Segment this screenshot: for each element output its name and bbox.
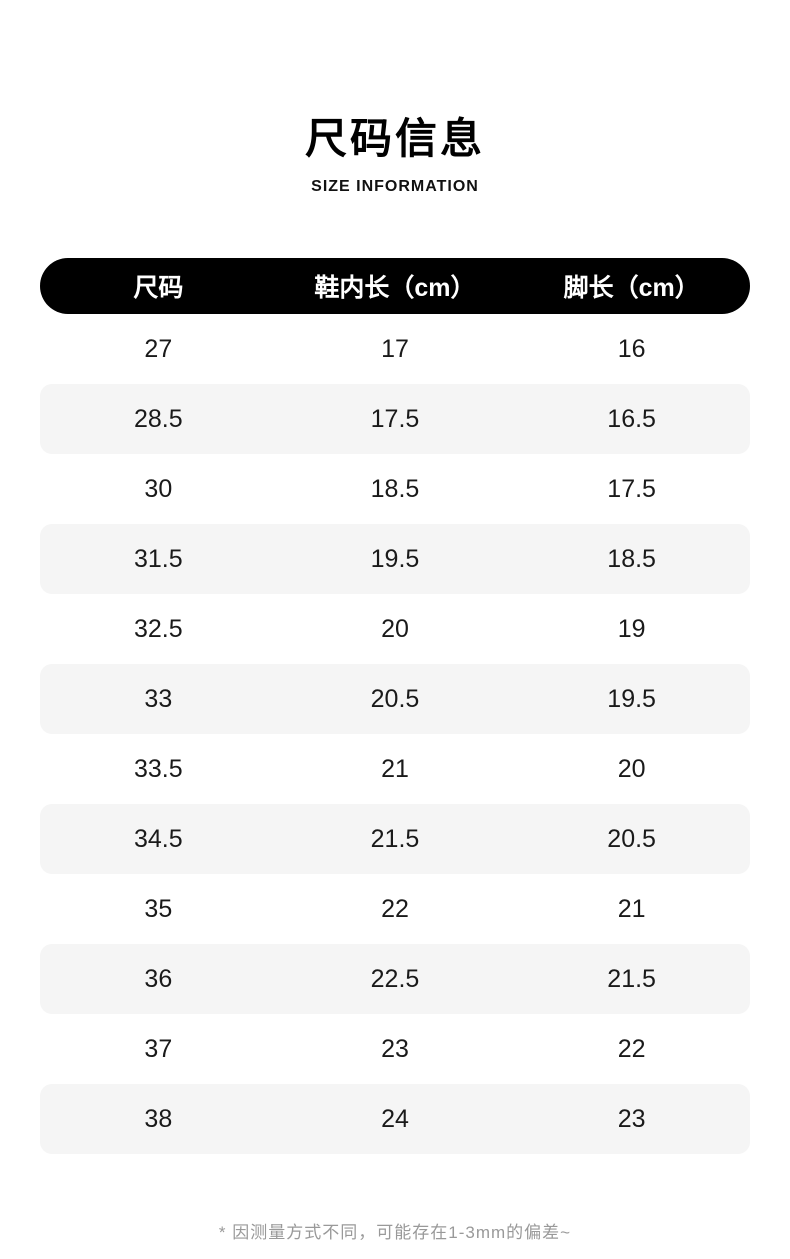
table-row: 38 24 23 xyxy=(40,1084,750,1155)
cell-foot-length: 18.5 xyxy=(607,544,656,573)
table-row: 35 22 21 xyxy=(40,874,750,944)
cell-foot-length: 20 xyxy=(617,754,646,783)
cell-inner-length: 20 xyxy=(381,614,409,643)
table-row: 34.5 21.5 20.5 xyxy=(40,804,750,875)
cell-inner-length: 23 xyxy=(381,1034,409,1063)
cell-inner-length: 22.5 xyxy=(370,964,420,993)
table-row: 28.5 17.5 16.5 xyxy=(40,384,750,455)
title-block: 尺码信息 SIZE INFORMATION xyxy=(0,0,790,196)
cell-foot-length: 21 xyxy=(617,894,646,923)
cell-inner-length: 20.5 xyxy=(370,684,420,713)
cell-foot-length: 19.5 xyxy=(607,684,656,713)
cell-inner-length: 21.5 xyxy=(370,824,420,853)
cell-inner-length: 19.5 xyxy=(370,544,420,573)
cell-foot-length: 21.5 xyxy=(607,964,656,993)
cell-inner-length: 17 xyxy=(381,334,409,363)
cell-foot-length: 22 xyxy=(617,1034,646,1063)
table-header-row: 尺码 鞋内长（cm） 脚长（cm） xyxy=(40,258,750,315)
cell-size: 32.5 xyxy=(133,614,183,643)
table-row: 27 17 16 xyxy=(40,314,750,384)
cell-inner-length: 18.5 xyxy=(370,474,420,503)
table-body: 27 17 16 28.5 17.5 16.5 30 18.5 17.5 31.5 19.5 18.5… xyxy=(40,314,750,1155)
cell-foot-length: 20.5 xyxy=(607,824,656,853)
cell-foot-length: 16 xyxy=(617,334,646,363)
page-title: 尺码信息 xyxy=(304,115,485,162)
cell-foot-length: 17.5 xyxy=(607,474,656,503)
cell-size: 33 xyxy=(144,684,173,713)
cell-size: 34.5 xyxy=(133,824,183,853)
table-row: 32.5 20 19 xyxy=(40,594,750,664)
cell-size: 33.5 xyxy=(133,754,183,783)
cell-size: 27 xyxy=(144,334,173,363)
cell-inner-length: 17.5 xyxy=(370,404,420,433)
cell-size: 31.5 xyxy=(133,544,183,573)
header-foot-length-column: 脚长（cm） xyxy=(563,274,700,303)
cell-foot-length: 16.5 xyxy=(607,404,656,433)
page-subtitle: SIZE INFORMATION xyxy=(311,178,479,196)
header-size-column: 尺码 xyxy=(133,274,184,303)
table-row: 31.5 19.5 18.5 xyxy=(40,524,750,595)
cell-size: 37 xyxy=(144,1034,173,1063)
cell-foot-length: 19 xyxy=(617,614,646,643)
cell-foot-length: 23 xyxy=(617,1104,646,1133)
size-table: 尺码 鞋内长（cm） 脚长（cm） 27 17 16 28.5 17.5 16.5 30 18… xyxy=(40,258,750,1155)
cell-size: 28.5 xyxy=(133,404,183,433)
table-row: 33.5 21 20 xyxy=(40,734,750,804)
footer-note: * 因测量方式不同，可能存在1-3mm的偏差~ xyxy=(218,1223,572,1243)
table-row: 36 22.5 21.5 xyxy=(40,944,750,1015)
cell-inner-length: 22 xyxy=(381,894,409,923)
cell-size: 38 xyxy=(144,1104,173,1133)
table-row: 33 20.5 19.5 xyxy=(40,664,750,735)
cell-size: 30 xyxy=(144,474,173,503)
cell-inner-length: 21 xyxy=(381,754,409,783)
table-row: 30 18.5 17.5 xyxy=(40,454,750,524)
cell-inner-length: 24 xyxy=(381,1104,409,1133)
cell-size: 36 xyxy=(144,964,173,993)
table-row: 37 23 22 xyxy=(40,1014,750,1084)
cell-size: 35 xyxy=(144,894,173,923)
header-inner-length-column: 鞋内长（cm） xyxy=(314,274,476,303)
